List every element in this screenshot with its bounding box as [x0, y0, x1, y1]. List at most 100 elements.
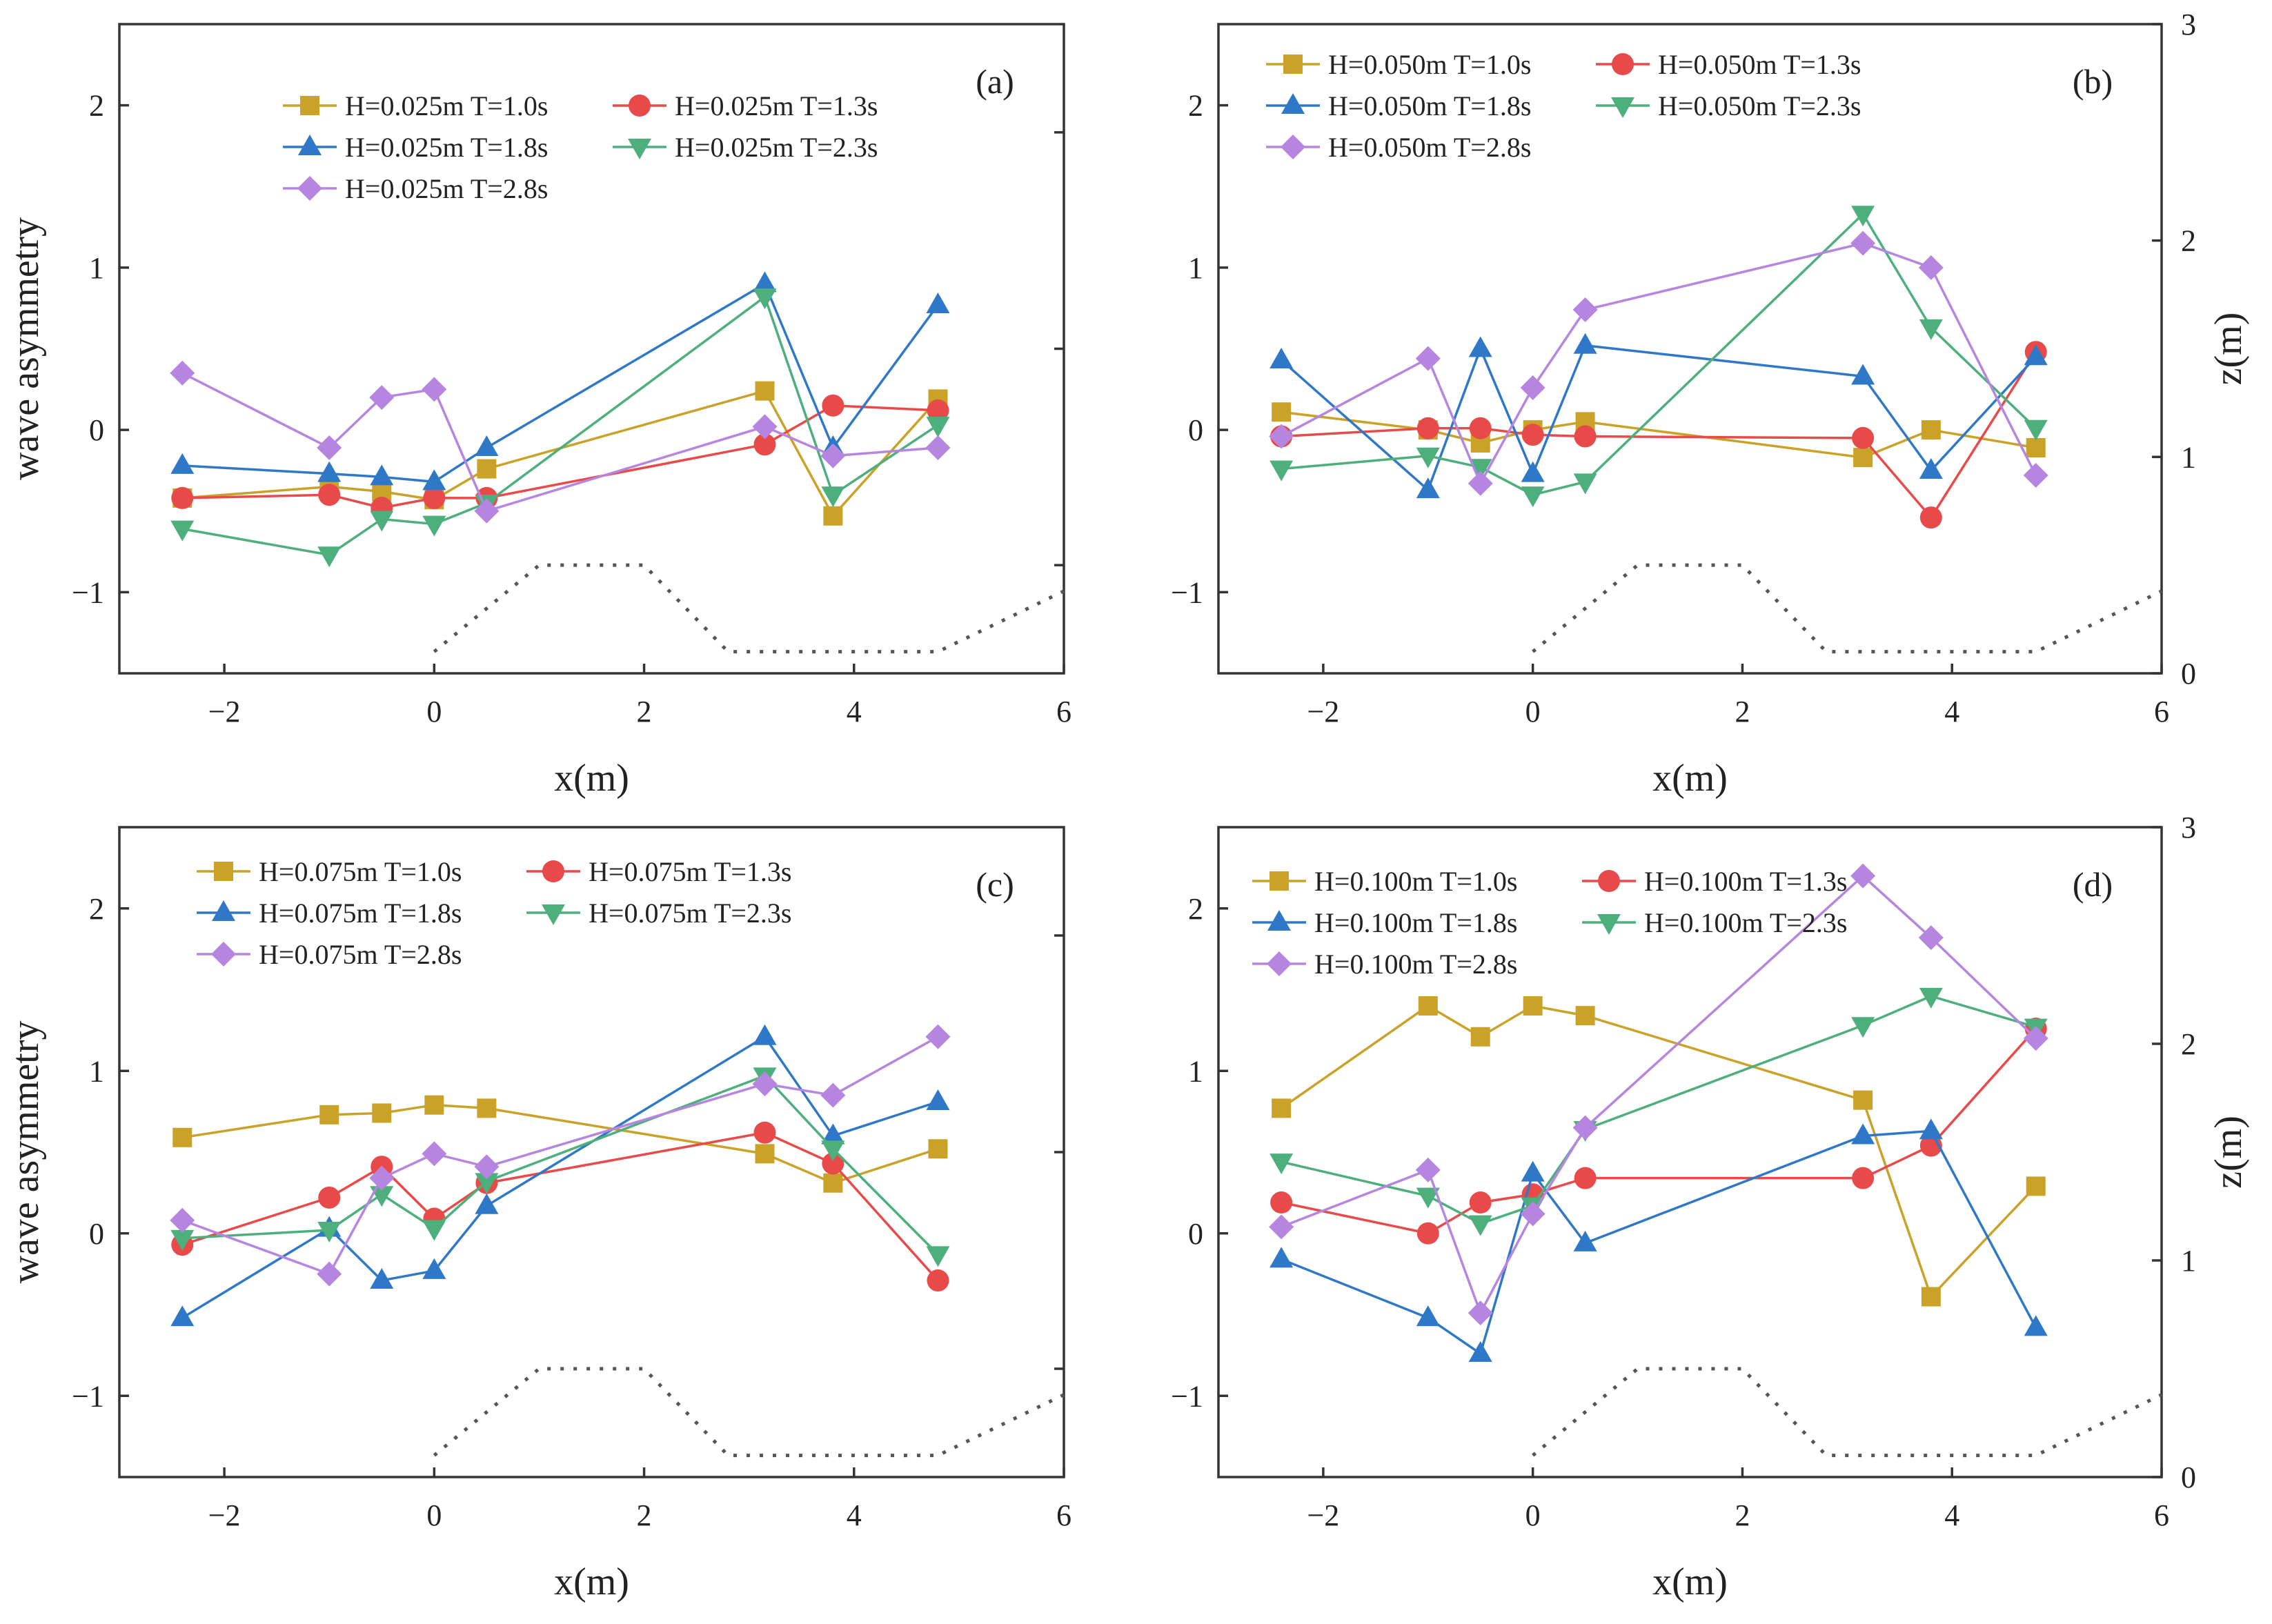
legend-entry: H=0.100m T=2.3s	[1582, 907, 1847, 938]
legend-marker	[1598, 870, 1620, 892]
data-point	[926, 1246, 950, 1267]
data-point	[820, 443, 846, 468]
data-point	[170, 1305, 195, 1327]
x-tick-label: 0	[426, 695, 442, 729]
series-line	[181, 1036, 939, 1276]
plot-frame	[1217, 826, 2163, 1478]
series-t-1-8s	[170, 271, 950, 491]
series-line	[1281, 874, 2037, 1316]
x-tick-label: −2	[1307, 1498, 1339, 1532]
legend-entry: H=0.050m T=1.8s	[1266, 90, 1531, 121]
data-point	[1575, 1006, 1595, 1026]
y-axis-title: wave asymmetry	[4, 1021, 47, 1284]
x-tick-label: 2	[637, 1498, 652, 1532]
data-point	[1572, 1115, 1598, 1140]
x-axis-title: x(m)	[554, 757, 629, 800]
data-point	[477, 459, 497, 479]
panel-b: −2 0 2 4 6 −1 0 1 2 0 1 2 3 H=0.050m T=1.0s H=0.050m T…	[1171, 8, 2250, 800]
legend-entry: H=0.075m T=1.8s	[197, 898, 462, 929]
legend-entry: H=0.100m T=1.8s	[1252, 907, 1517, 938]
x-tick-label: 6	[2154, 695, 2169, 729]
data-point	[1415, 1157, 1441, 1182]
data-point	[1468, 336, 1492, 357]
data-point	[1270, 1247, 1294, 1268]
data-point	[925, 435, 951, 461]
legend-marker	[300, 96, 319, 115]
data-point	[1521, 424, 1544, 446]
z-tick-label: 3	[2181, 8, 2196, 41]
series-line	[182, 281, 939, 484]
series-line	[1281, 241, 2037, 486]
panel-label: (a)	[976, 62, 1014, 101]
data-point	[422, 1141, 447, 1167]
legend-marker	[298, 135, 322, 155]
legend-label: H=0.075m T=2.8s	[259, 939, 462, 970]
data-point	[1272, 402, 1292, 422]
x-tick-label: 6	[1056, 1498, 1071, 1532]
series-line	[1281, 212, 2037, 497]
y-tick-label: 2	[1188, 892, 1203, 926]
data-point	[1270, 1191, 1293, 1214]
data-point	[1270, 347, 1294, 368]
data-point	[477, 1098, 497, 1118]
legend-label: H=0.075m T=2.3s	[589, 898, 791, 929]
data-point	[752, 1071, 778, 1097]
data-point	[1520, 1201, 1545, 1227]
panel-c: −2 0 2 4 6 −1 0 1 2 H=0.075m T=1.0s H=0.075m T=1.3…	[4, 826, 1071, 1603]
series-t-2-3s	[1270, 987, 2048, 1236]
y-tick-label: 2	[89, 892, 104, 926]
data-point	[1573, 473, 1597, 495]
data-point	[474, 498, 500, 524]
data-point	[369, 385, 395, 410]
y-tick-label: 1	[89, 1054, 104, 1088]
legend-label: H=0.075m T=1.0s	[259, 856, 462, 887]
series-t-1-8s	[1270, 333, 2048, 499]
data-point	[926, 292, 950, 313]
series-t-1-8s	[1270, 1118, 2048, 1363]
legend-label: H=0.100m T=1.3s	[1644, 866, 1847, 897]
data-point	[475, 1173, 499, 1194]
y-tick-label: −1	[72, 1379, 104, 1413]
data-point	[753, 271, 777, 293]
bed-profile-line	[433, 563, 1065, 654]
series-line	[1280, 344, 2037, 493]
series-t-2-8s	[1269, 863, 2048, 1326]
data-point	[2024, 1315, 2048, 1336]
data-point	[422, 1258, 446, 1279]
z-axis-title: z(m)	[2207, 313, 2250, 386]
legend-label: H=0.100m T=1.0s	[1314, 866, 1517, 897]
data-point	[1270, 1153, 1294, 1175]
y-tick-label: 2	[89, 89, 104, 123]
data-point	[925, 1024, 951, 1049]
data-point	[2023, 1026, 2048, 1051]
data-point	[1468, 1300, 1493, 1326]
legend-marker	[1597, 914, 1621, 935]
legend-entry: H=0.025m T=1.3s	[613, 90, 878, 121]
legend-marker	[629, 95, 651, 117]
data-point	[1521, 461, 1545, 482]
legend-marker	[297, 176, 322, 201]
data-point	[821, 1123, 845, 1145]
data-point	[1468, 1341, 1492, 1363]
data-point	[1572, 297, 1598, 323]
data-point	[1418, 996, 1438, 1016]
legend-label: H=0.050m T=2.8s	[1328, 132, 1531, 163]
data-point	[2024, 419, 2048, 441]
data-point	[1468, 471, 1493, 496]
panel-label: (c)	[976, 865, 1014, 904]
legend-entry: H=0.025m T=2.8s	[283, 173, 548, 204]
data-point	[370, 464, 394, 486]
series-t-2-8s	[1269, 230, 2048, 496]
legend-marker	[214, 862, 233, 881]
legend-entry: H=0.100m T=2.8s	[1252, 949, 1517, 980]
data-point	[926, 417, 950, 438]
data-point	[1470, 1027, 1490, 1047]
data-point	[1520, 375, 1545, 400]
data-point	[1469, 417, 1492, 439]
data-point	[171, 486, 194, 509]
data-point	[2023, 462, 2048, 488]
series-t-2-8s	[170, 360, 951, 524]
data-point	[474, 1154, 500, 1180]
x-tick-label: 0	[1525, 1498, 1541, 1532]
data-point	[1850, 863, 1876, 889]
